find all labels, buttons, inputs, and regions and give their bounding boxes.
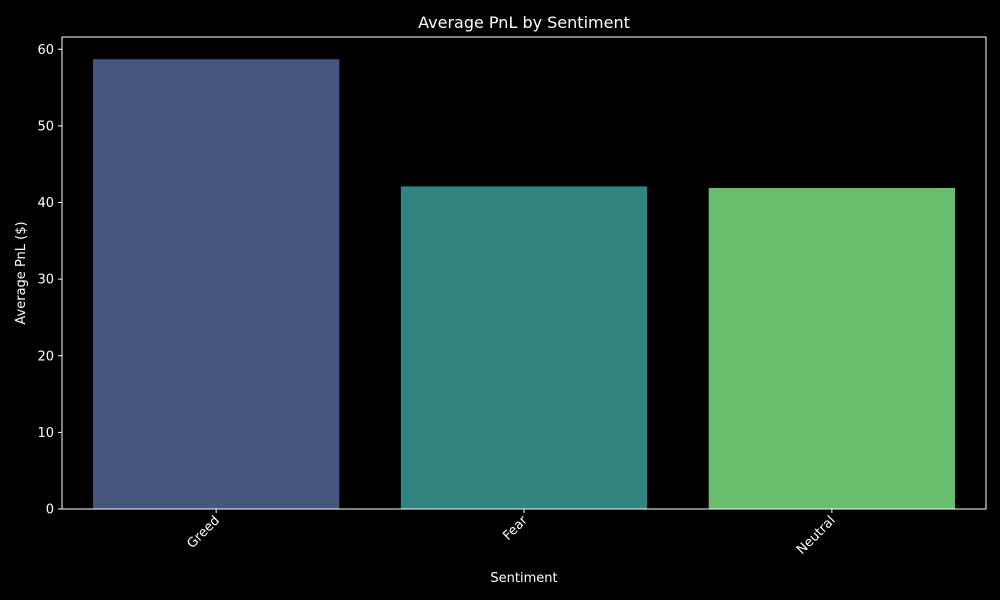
y-tick-label: 20 [37,349,54,364]
plot-frame [61,36,987,510]
y-tick-label: 0 [46,503,54,518]
bars-group [93,59,955,510]
bar-neutral [708,187,955,509]
y-tick-label: 60 [37,43,54,58]
y-ticks-group: 0 10 20 30 40 50 60 [37,43,62,518]
chart-title: Average PnL by Sentiment [418,13,630,32]
bar-greed [93,59,340,510]
y-tick-label: 50 [37,119,54,134]
x-axis-label: Sentiment [490,571,557,586]
y-tick-label: 10 [37,426,54,441]
y-tick-label: 30 [37,273,54,288]
y-axis-label: Average PnL ($) [14,221,29,324]
x-ticks-group: Greed Fear Neutral [185,509,839,558]
y-tick-label: 40 [37,196,54,211]
x-tick-label-neutral: Neutral [794,513,839,558]
x-tick-label-fear: Fear [500,513,531,544]
bar-fear [400,186,648,509]
x-tick-label-greed: Greed [185,513,223,551]
